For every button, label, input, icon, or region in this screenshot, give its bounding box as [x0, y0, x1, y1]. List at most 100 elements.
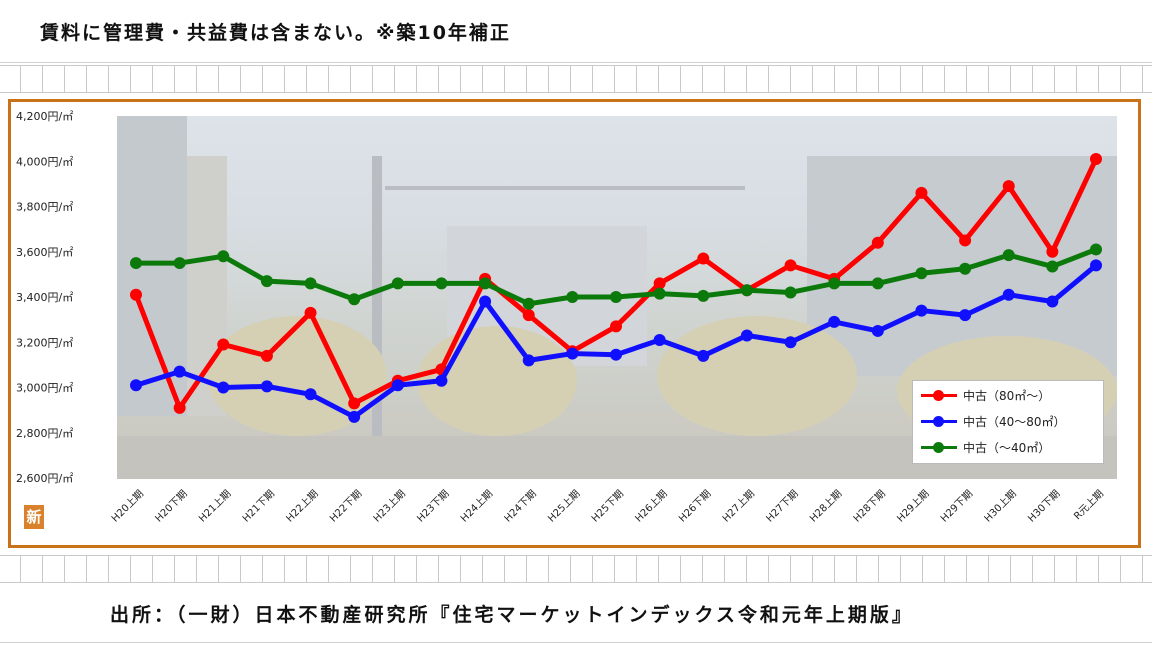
grid-cell-divider [262, 66, 263, 92]
x-tick-label: H25下期 [589, 488, 626, 525]
data-point [740, 284, 753, 297]
grid-cell-divider [438, 66, 439, 92]
data-point [1090, 243, 1102, 256]
grid-cell-divider [350, 556, 351, 582]
data-point [391, 379, 404, 392]
x-tick-label: H28下期 [851, 488, 888, 525]
data-point [915, 304, 928, 317]
grid-cell-divider [416, 66, 417, 92]
grid-cell-divider [372, 556, 373, 582]
x-tick-label: H30上期 [982, 488, 1019, 525]
x-tick-label: H27上期 [720, 488, 757, 525]
x-tick-label: H21上期 [196, 488, 233, 525]
grid-cell-divider [1032, 556, 1033, 582]
data-point [130, 257, 142, 270]
grid-cell-divider [878, 556, 879, 582]
legend-item: 中古（～40㎡） [921, 437, 1050, 457]
data-point [217, 381, 230, 394]
grid-cell-divider [504, 556, 505, 582]
grid-cell-divider [1032, 66, 1033, 92]
data-point [479, 295, 492, 308]
grid-cell-divider [812, 556, 813, 582]
grid-cell-divider [878, 66, 879, 92]
grid-cell-divider [680, 66, 681, 92]
grid-cell-divider [680, 556, 681, 582]
grid-cell-divider [790, 66, 791, 92]
data-point [1046, 245, 1059, 258]
data-point [1046, 260, 1059, 273]
grid-cell-divider [768, 556, 769, 582]
data-point [959, 234, 972, 247]
grid-cell-divider [284, 556, 285, 582]
grid-cell-divider [746, 556, 747, 582]
data-point [915, 186, 928, 199]
grid-cell-divider [1142, 66, 1143, 92]
grid-cell-divider [592, 556, 593, 582]
legend-swatch [921, 415, 957, 427]
grid-cell-divider [372, 66, 373, 92]
data-point [697, 252, 710, 265]
grid-cell-divider [768, 66, 769, 92]
grid-cell-divider [482, 66, 483, 92]
y-tick-label: 4,000円/㎡ [16, 155, 73, 168]
grid-cell-divider [20, 66, 21, 92]
y-tick-label: 2,600円/㎡ [16, 472, 73, 485]
grid-cell-divider [174, 556, 175, 582]
grid-cell-divider [1054, 556, 1055, 582]
grid-cell-divider [262, 556, 263, 582]
legend-item: 中古（40～80㎡） [921, 411, 1066, 431]
grid-cell-divider [834, 66, 835, 92]
data-point [697, 349, 710, 362]
grid-cell-divider [152, 66, 153, 92]
legend-swatch [921, 441, 957, 453]
grid-cell-divider [350, 66, 351, 92]
grid-cell-divider [240, 66, 241, 92]
x-tick-label: H29下期 [938, 488, 975, 525]
grid-cell-divider [328, 66, 329, 92]
data-point [435, 374, 448, 387]
grid-cell-divider [482, 556, 483, 582]
x-tick-label: H25上期 [546, 488, 583, 525]
grid-cell-divider [614, 66, 615, 92]
grid-cell-divider [1010, 556, 1011, 582]
data-point [173, 365, 186, 378]
x-tick-label: H26下期 [676, 488, 713, 525]
y-tick-label: 4,200円/㎡ [16, 110, 73, 123]
grid-cell-divider [988, 66, 989, 92]
grid-cell-divider [218, 66, 219, 92]
legend-label: 中古（～40㎡） [963, 440, 1051, 455]
legend-label: 中古（40～80㎡） [963, 414, 1066, 429]
data-point [784, 336, 797, 349]
grid-cell-divider [1142, 556, 1143, 582]
data-point [1002, 249, 1015, 262]
x-tick-label: H20上期 [109, 488, 146, 525]
grid-cell-divider [944, 556, 945, 582]
grid-cell-divider [174, 66, 175, 92]
x-tick-label: H27下期 [764, 488, 801, 525]
data-point [1090, 259, 1102, 272]
grid-cell-divider [42, 556, 43, 582]
data-point [391, 277, 404, 290]
data-point [653, 333, 666, 346]
grid-row [0, 555, 1152, 583]
x-tick-label: H23上期 [371, 488, 408, 525]
grid-cell-divider [86, 66, 87, 92]
x-tick-label: R元上期 [1072, 488, 1107, 523]
data-point [435, 277, 448, 290]
data-point [260, 275, 273, 288]
grid-row [0, 65, 1152, 93]
legend: 中古（80㎡～） 中古（40～80㎡） 中古（～40㎡） [912, 380, 1104, 464]
x-tick-label: H24上期 [458, 488, 495, 525]
grid-cell-divider [988, 556, 989, 582]
data-point [348, 293, 361, 306]
y-tick-label: 2,800円/㎡ [16, 427, 73, 440]
data-point [260, 380, 273, 393]
grid-cell-divider [1076, 556, 1077, 582]
grid-cell-divider [856, 556, 857, 582]
y-tick-label: 3,400円/㎡ [16, 291, 73, 304]
data-point [959, 262, 972, 275]
grid-cell-divider [152, 556, 153, 582]
data-point [348, 410, 361, 423]
grid-cell-divider [394, 556, 395, 582]
